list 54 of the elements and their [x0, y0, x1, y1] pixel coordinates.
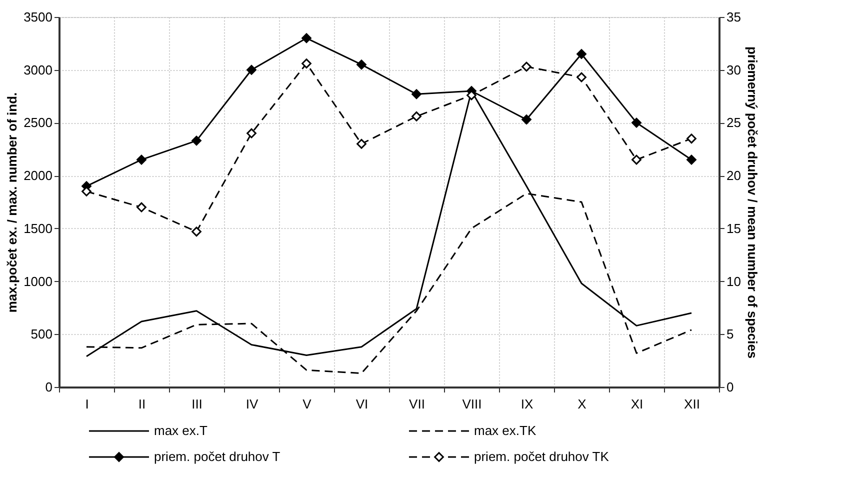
y-tick-label: 3500 [24, 10, 52, 24]
y2-tick-label: 15 [726, 220, 741, 236]
y-tick-label: 1000 [24, 274, 52, 289]
point [192, 136, 202, 146]
point [632, 154, 642, 165]
point [686, 154, 696, 165]
point [412, 89, 422, 100]
point [136, 202, 146, 212]
point [356, 60, 366, 70]
x-tick-label: VI [356, 396, 368, 412]
y-axis-title: max.počet ex. / max. number of ind. [4, 92, 20, 313]
y2-tick-label: 35 [726, 10, 741, 24]
x-tick-label: III [192, 396, 202, 412]
y-tick-label: 500 [30, 326, 52, 342]
y-tick-label: 2500 [24, 115, 52, 130]
legend-label: priem. počet druhov T [154, 449, 280, 464]
legend-label: max ex.T [154, 423, 208, 438]
y2-tick-label: 30 [726, 62, 741, 78]
y2-tick-label: 0 [726, 380, 734, 394]
point [632, 118, 642, 128]
x-tick-label: XI [630, 396, 644, 412]
y2-tick-label: 10 [726, 274, 741, 289]
point [246, 128, 256, 138]
x-tick-label: XII [684, 396, 700, 412]
x-tick-label: X [578, 396, 587, 412]
point [576, 49, 586, 59]
legend-label: max ex.TK [474, 423, 536, 438]
point [356, 138, 366, 149]
x-tick-label: IX [520, 396, 534, 412]
x-tick-label: VII [409, 396, 425, 412]
x-tick-label: II [138, 396, 146, 412]
point [136, 154, 146, 165]
x-tick-label: V [302, 396, 312, 412]
legend-label: priem. počet druhov TK [474, 449, 610, 464]
point [302, 58, 312, 68]
point [412, 111, 422, 122]
point [686, 134, 696, 144]
y2-tick-label: 25 [726, 115, 741, 130]
point [192, 226, 202, 237]
x-tick-label: I [85, 396, 89, 412]
y-tick-label: 1500 [24, 220, 52, 236]
y2-tick-label: 20 [726, 168, 741, 184]
y2-axis-title: priemerný počet druhov / mean number of species [744, 46, 760, 359]
x-tick-label: IV [246, 396, 258, 412]
y-tick-label: 0 [45, 380, 52, 394]
point [522, 62, 532, 72]
x-tick-label: VIII [462, 396, 482, 412]
point [522, 114, 532, 124]
point [302, 33, 312, 44]
y-tick-label: 2000 [24, 168, 52, 184]
y2-tick-label: 5 [726, 326, 734, 342]
point [576, 72, 586, 82]
y-tick-label: 3000 [24, 62, 52, 78]
point [246, 64, 256, 75]
